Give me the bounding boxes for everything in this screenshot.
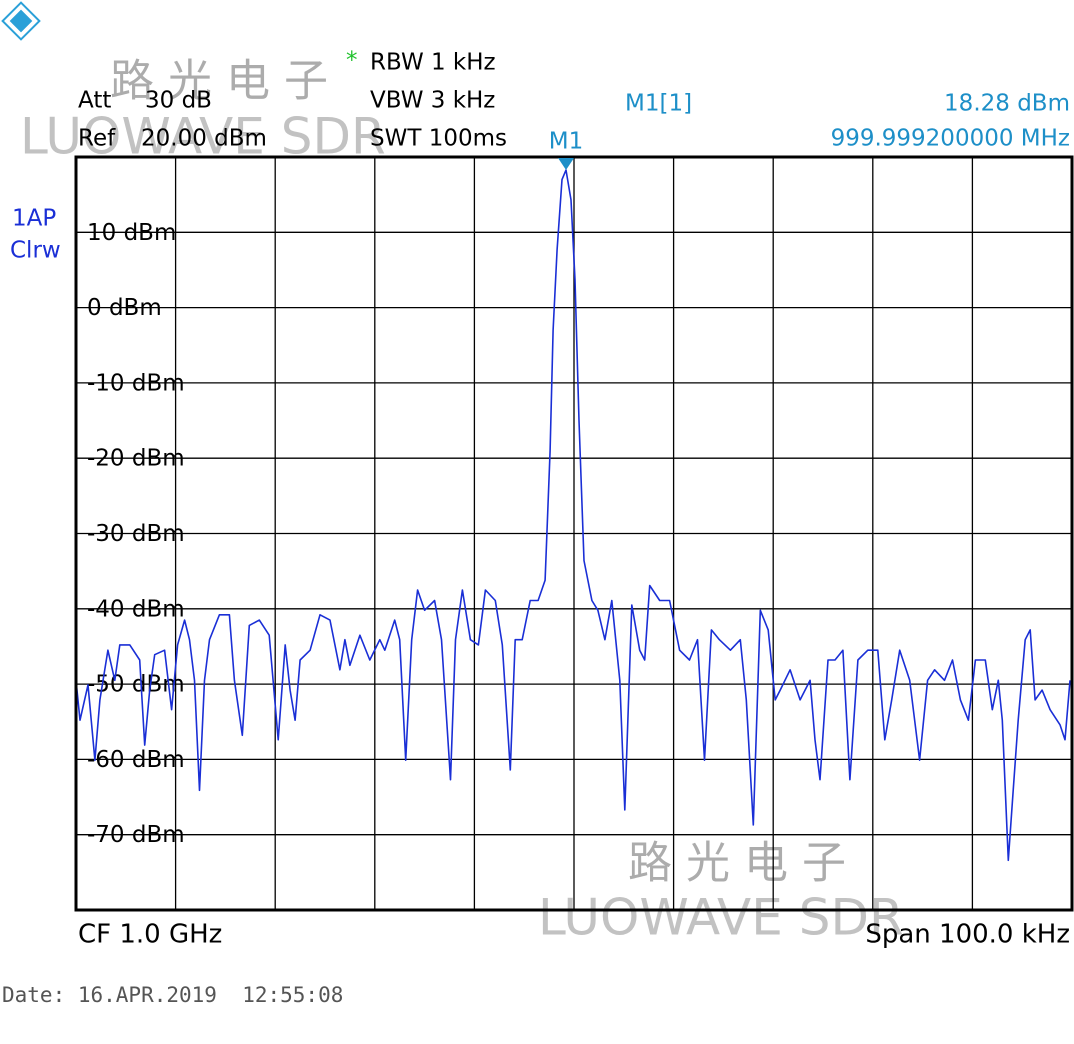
y-tick-label: -20 dBm (87, 446, 185, 472)
vbw: VBW 3 kHz (370, 88, 495, 114)
y-tick-label: 0 dBm (87, 295, 162, 321)
ref-label: Ref (78, 126, 116, 152)
watermark-en: LUOWAVE SDR (538, 889, 904, 947)
att: 30 dB (145, 88, 212, 114)
trace-label: Clrw (10, 238, 61, 264)
y-tick-label: -70 dBm (87, 822, 185, 848)
watermark-cn: 路光电子 (628, 838, 860, 889)
watermark-cn: 路光电子 (110, 56, 342, 107)
trace (75, 169, 1071, 862)
marker-frequency: 999.999200000 MHz (831, 126, 1070, 152)
marker-level: 18.28 dBm (944, 91, 1070, 117)
y-tick-label: -30 dBm (87, 521, 185, 547)
y-tick-label: 10 dBm (87, 220, 176, 246)
center-frequency: CF 1.0 GHz (78, 920, 222, 950)
date: Date: 16.APR.2019 12:55:08 (2, 983, 343, 1007)
logo (1, 1, 41, 41)
y-tick-label: -60 dBm (87, 747, 185, 773)
marker-readout-name: M1[1] (625, 91, 692, 117)
trace-label: 1AP (12, 206, 56, 232)
marker (558, 157, 575, 170)
span: Span 100.0 kHz (865, 920, 1070, 950)
rbw-star: * (346, 48, 358, 74)
y-tick-label: -40 dBm (87, 596, 185, 622)
swt: SWT 100ms (370, 126, 507, 152)
rbw: RBW 1 kHz (370, 50, 496, 76)
ref: 20.00 dBm (141, 126, 267, 152)
att-label: Att (78, 88, 111, 114)
plot-frame (74, 155, 1074, 912)
marker-label: M1 (549, 128, 583, 154)
y-tick-label: -10 dBm (87, 370, 185, 396)
